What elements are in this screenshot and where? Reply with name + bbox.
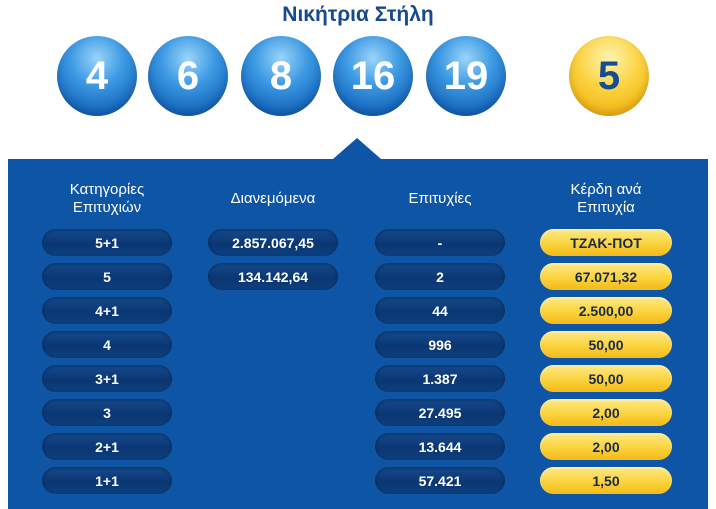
page-title: Νικήτρια Στήλη	[282, 3, 434, 26]
number-ball-3: 8	[241, 36, 321, 116]
row-8-prize-cell: 1,50	[540, 467, 672, 494]
number-ball-1: 4	[57, 36, 137, 116]
row-2-distributed-cell: 134.142,64	[208, 263, 338, 290]
number-ball-2: 6	[148, 36, 228, 116]
row-2-category-cell: 5	[42, 263, 172, 290]
row-1-category-cell: 5+1	[42, 229, 172, 256]
row-5-category-cell: 3+1	[42, 365, 172, 392]
row-6-winners-cell: 27.495	[375, 399, 505, 426]
number-ball-4: 16	[333, 36, 413, 116]
row-6-category-cell: 3	[42, 399, 172, 426]
row-4-winners-cell: 996	[375, 331, 505, 358]
row-3-category-cell: 4+1	[42, 297, 172, 324]
header-category: Κατηγορίες Επιτυχιών	[69, 181, 145, 216]
header-prize: Κέρδη ανά Επιτυχία	[570, 181, 642, 216]
header-distributed: Διανεμόμενα	[230, 190, 316, 207]
row-7-prize-cell: 2,00	[540, 433, 672, 460]
row-4-category-cell: 4	[42, 331, 172, 358]
row-8-winners-cell: 57.421	[375, 467, 505, 494]
row-3-prize-cell: 2.500,00	[540, 297, 672, 324]
joker-ball: 5	[569, 36, 649, 116]
row-2-prize-cell: 67.071,32	[540, 263, 672, 290]
row-2-winners-cell: 2	[375, 263, 505, 290]
number-ball-5: 19	[426, 36, 506, 116]
row-5-winners-cell: 1.387	[375, 365, 505, 392]
row-1-winners-cell: -	[375, 229, 505, 256]
row-5-prize-cell: 50,00	[540, 365, 672, 392]
row-3-winners-cell: 44	[375, 297, 505, 324]
row-7-category-cell: 2+1	[42, 433, 172, 460]
row-1-prize-cell: ΤΖΑΚ-ΠΟΤ	[540, 229, 672, 256]
row-1-distributed-cell: 2.857.067,45	[208, 229, 338, 256]
pointer-arrow	[333, 138, 381, 159]
header-winners: Επιτυχίες	[408, 190, 472, 207]
row-4-prize-cell: 50,00	[540, 331, 672, 358]
row-6-prize-cell: 2,00	[540, 399, 672, 426]
row-7-winners-cell: 13.644	[375, 433, 505, 460]
row-8-category-cell: 1+1	[42, 467, 172, 494]
